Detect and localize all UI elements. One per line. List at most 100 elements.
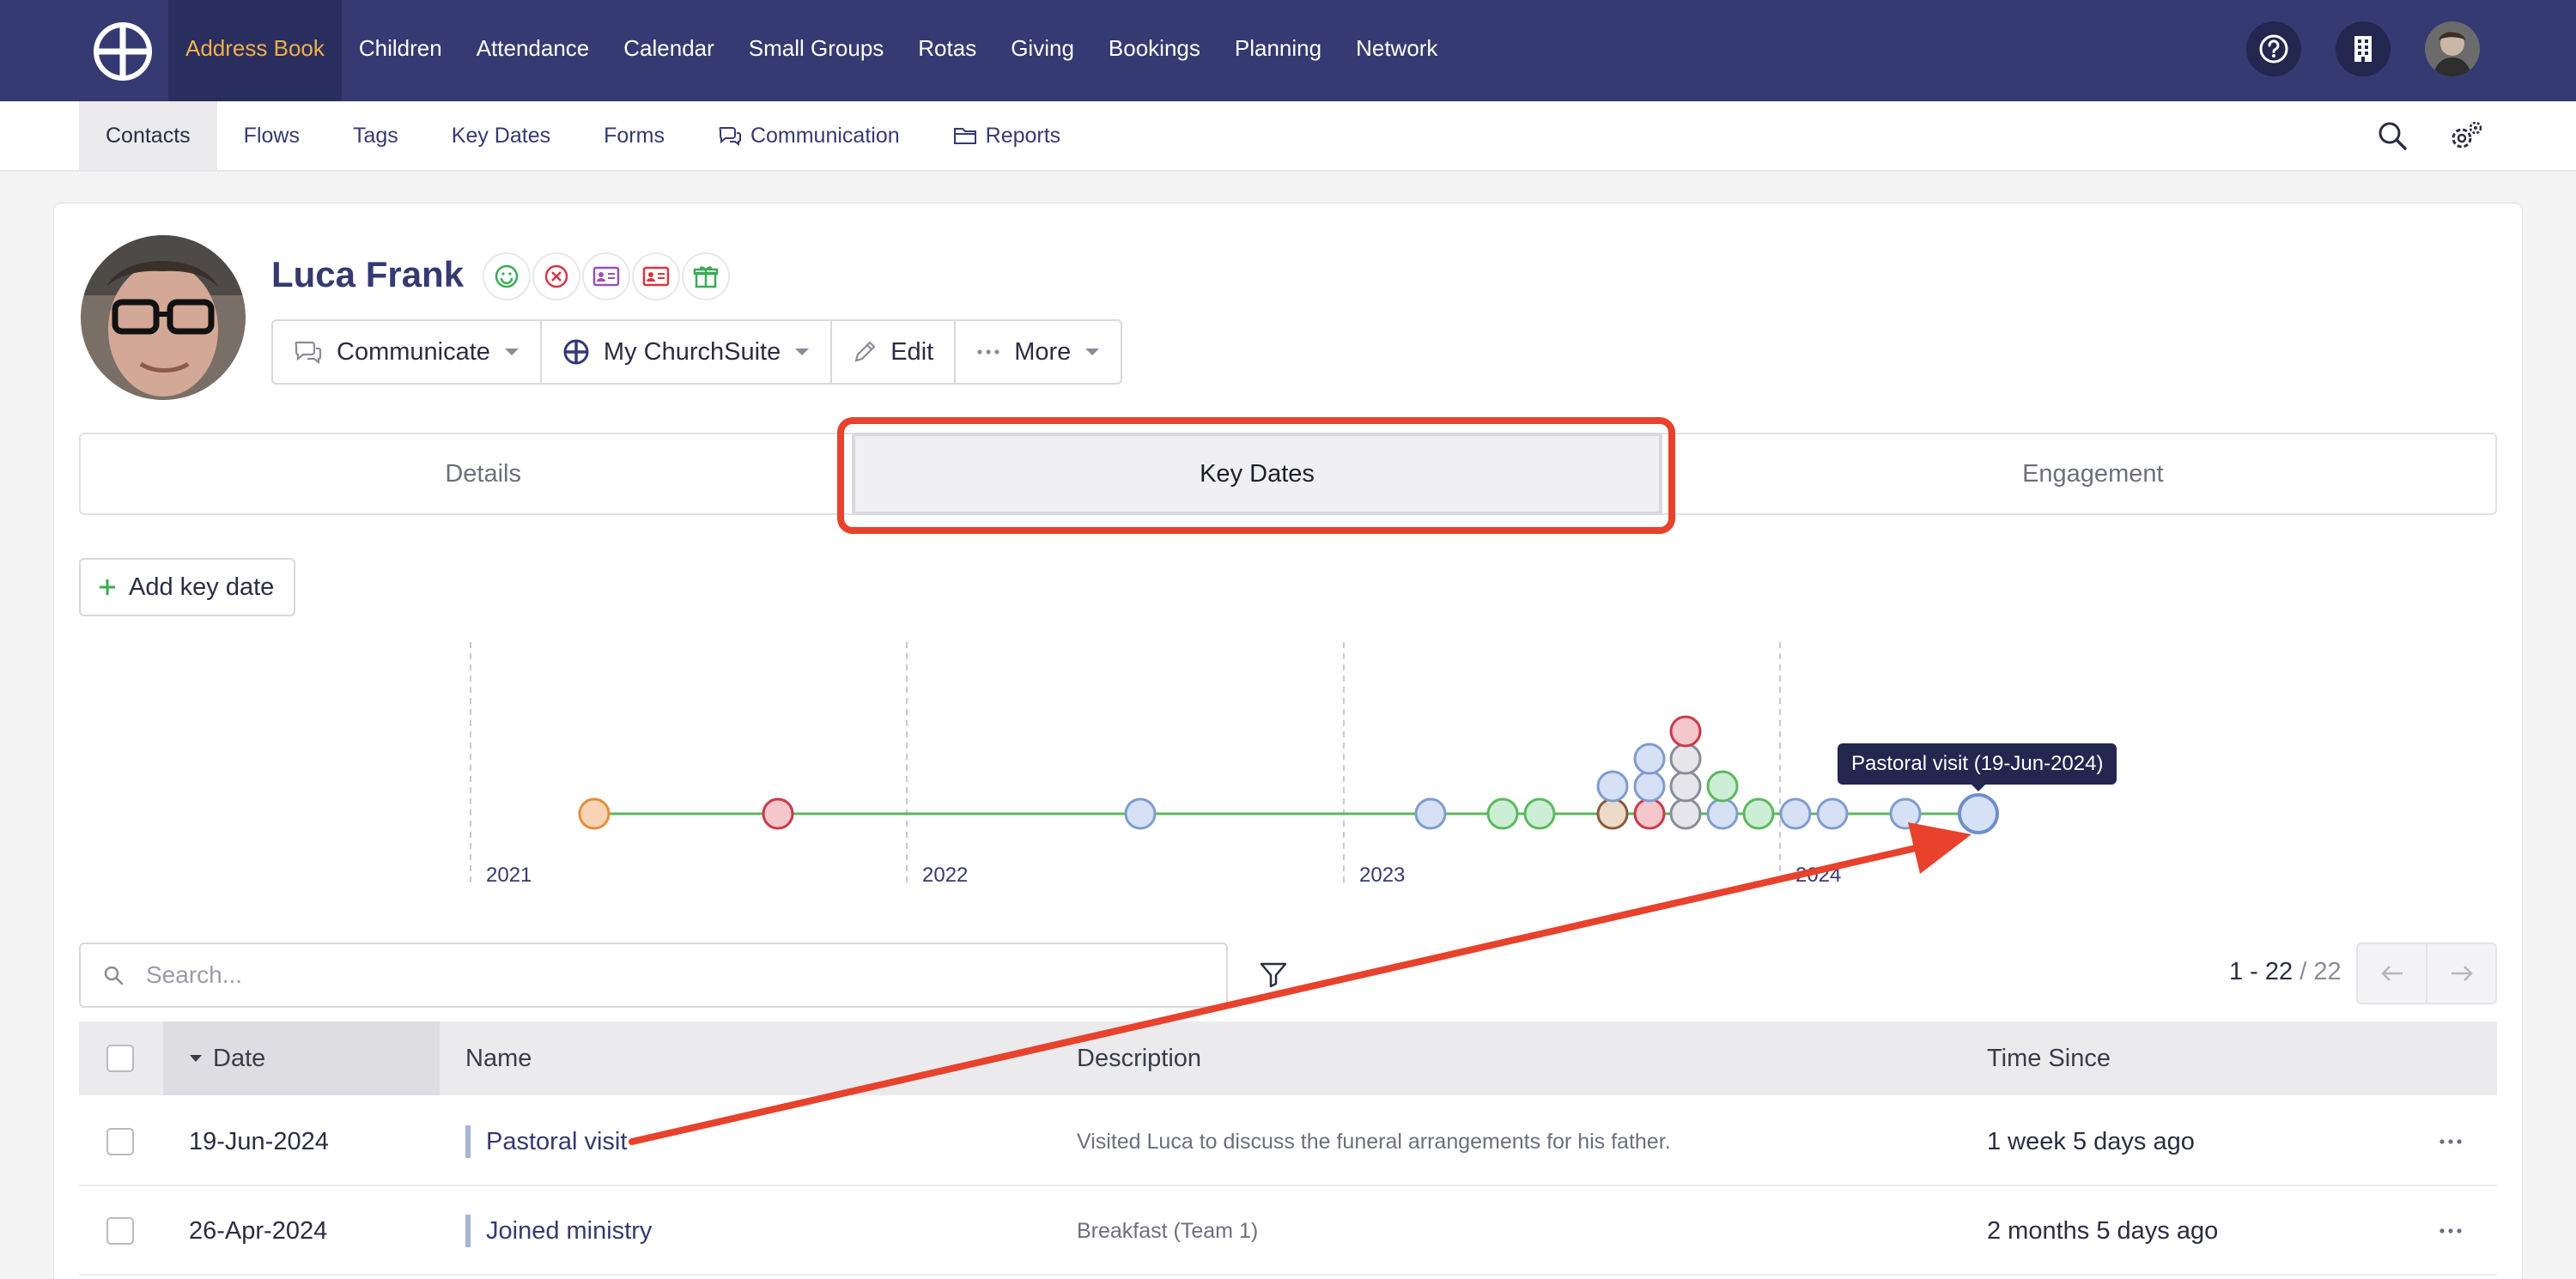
column-header-description[interactable]: Description — [1077, 1044, 1202, 1072]
subnav-communication[interactable]: Communication — [691, 101, 927, 170]
timeline-point[interactable] — [1633, 770, 1666, 803]
id-card-red-icon[interactable] — [632, 252, 680, 300]
timeline-point[interactable] — [1706, 797, 1739, 830]
timeline-point[interactable] — [578, 797, 611, 830]
topnav-bookings[interactable]: Bookings — [1108, 35, 1200, 61]
edit-button[interactable]: Edit — [832, 321, 957, 383]
select-all-cell — [106, 1021, 134, 1095]
timeline-point[interactable] — [1414, 797, 1447, 830]
contact-action-bar: Communicate My ChurchSuite Edit More — [271, 319, 1123, 385]
subnav-tags[interactable]: Tags — [352, 124, 398, 148]
gift-icon[interactable] — [682, 252, 730, 300]
timeline-point[interactable] — [1523, 797, 1556, 830]
row-time-since: 1 week 5 days ago — [1987, 1127, 2195, 1155]
timeline-point[interactable] — [1669, 715, 1702, 748]
subnav-key-dates[interactable]: Key Dates — [451, 124, 551, 148]
filter-icon[interactable] — [1259, 960, 1293, 994]
select-all-checkbox[interactable] — [106, 1045, 134, 1072]
timeline-point[interactable] — [1889, 797, 1922, 830]
cancel-icon[interactable] — [532, 252, 580, 300]
pagination-range: 1 - 22 — [2229, 958, 2293, 985]
more-button[interactable]: More — [956, 321, 1121, 383]
row-name-link[interactable]: Joined ministry — [486, 1216, 653, 1245]
tooltip-caret — [1970, 783, 1987, 791]
timeline-tooltip: Pastoral visit (19-Jun-2024) — [1838, 743, 2117, 785]
pencil-icon — [854, 341, 876, 362]
previous-page-button[interactable] — [2358, 944, 2427, 1003]
table-row[interactable]: 26-Apr-2024 Joined ministry Breakfast (T… — [79, 1186, 2497, 1276]
timeline-point[interactable] — [1669, 770, 1702, 803]
mychurchsuite-button[interactable]: My ChurchSuite — [542, 321, 833, 383]
tab-engagement[interactable]: Engagement — [2022, 459, 2164, 488]
topnav-giving[interactable]: Giving — [1011, 35, 1074, 61]
row-select-cell — [106, 1097, 134, 1186]
topnav-address-book[interactable]: Address Book — [168, 0, 342, 101]
timeline-point[interactable] — [1779, 797, 1812, 830]
edit-label: Edit — [890, 337, 934, 366]
search-icon[interactable] — [2373, 117, 2411, 155]
help-icon[interactable] — [2246, 21, 2301, 76]
row-select-cell — [106, 1186, 134, 1276]
subnav-contacts[interactable]: Contacts — [79, 101, 217, 170]
column-header-time-since[interactable]: Time Since — [1987, 1044, 2111, 1072]
timeline-point[interactable] — [1596, 797, 1629, 830]
subnav-flows[interactable]: Flows — [243, 124, 300, 148]
pagination-buttons — [2356, 943, 2497, 1004]
topnav-attendance[interactable]: Attendance — [476, 35, 590, 61]
contact-name: Luca Frank — [271, 254, 465, 294]
building-icon[interactable] — [2336, 21, 2391, 76]
sort-desc-icon — [190, 1055, 202, 1062]
tab-key-dates[interactable]: Key Dates — [852, 433, 1662, 515]
timeline-point[interactable] — [1742, 797, 1775, 830]
topnav-children[interactable]: Children — [358, 35, 442, 61]
row-actions-icon[interactable] — [2439, 1097, 2463, 1186]
topnav-calendar[interactable]: Calendar — [623, 35, 714, 61]
row-checkbox[interactable] — [106, 1217, 134, 1245]
topnav-network[interactable]: Network — [1356, 35, 1438, 61]
settings-icon[interactable] — [2447, 117, 2485, 155]
communicate-button[interactable]: Communicate — [273, 321, 542, 383]
timeline-point[interactable] — [1596, 770, 1629, 803]
timeline-point[interactable] — [1124, 797, 1157, 830]
churchsuite-logo-icon[interactable] — [93, 21, 153, 82]
user-avatar[interactable] — [2425, 21, 2480, 76]
id-card-icon[interactable] — [582, 252, 630, 300]
search-input[interactable] — [146, 961, 1176, 989]
timeline-point[interactable] — [1816, 797, 1849, 830]
subnav-reports[interactable]: Reports — [927, 101, 1088, 170]
folder-icon — [953, 128, 976, 144]
topnav-planning[interactable]: Planning — [1234, 35, 1322, 61]
timeline-point[interactable] — [762, 797, 794, 830]
column-header-date[interactable]: Date — [163, 1021, 440, 1095]
profile-photo — [81, 235, 246, 400]
topnav-small-groups[interactable]: Small Groups — [748, 35, 884, 61]
row-name-link[interactable]: Pastoral visit — [486, 1127, 628, 1155]
row-name-cell: Joined ministry — [465, 1186, 652, 1276]
tab-details[interactable]: Details — [445, 459, 521, 488]
table-row[interactable]: 19-Jun-2024 Pastoral visit Visited Luca … — [79, 1097, 2497, 1186]
subnav-forms[interactable]: Forms — [604, 124, 665, 148]
row-name-cell: Pastoral visit — [465, 1097, 627, 1186]
column-header-name[interactable]: Name — [465, 1044, 532, 1072]
timeline-point[interactable] — [1669, 743, 1702, 775]
mychurchsuite-label: My ChurchSuite — [603, 337, 781, 366]
search-icon — [104, 966, 124, 985]
smile-icon[interactable] — [483, 252, 531, 300]
row-actions-icon[interactable] — [2439, 1186, 2463, 1276]
timeline-point-pastoral-visit[interactable] — [1958, 793, 1999, 834]
chat-icon — [719, 127, 741, 146]
plus-icon — [100, 579, 115, 595]
next-page-button[interactable] — [2427, 944, 2495, 1003]
row-description: Breakfast (Team 1) — [1077, 1218, 1259, 1243]
timeline-point[interactable] — [1486, 797, 1519, 830]
timeline-point[interactable] — [1669, 797, 1702, 830]
timeline-point[interactable] — [1633, 743, 1666, 775]
row-checkbox[interactable] — [106, 1128, 134, 1155]
timeline-point[interactable] — [1706, 770, 1739, 803]
topnav-rotas[interactable]: Rotas — [918, 35, 977, 61]
top-navigation: Address Book Children Attendance Calenda… — [0, 0, 2576, 101]
timeline-point[interactable] — [1633, 797, 1666, 830]
search-box — [79, 943, 1228, 1008]
arrow-right-icon — [2451, 966, 2473, 981]
add-key-date-button[interactable]: Add key date — [79, 558, 295, 616]
